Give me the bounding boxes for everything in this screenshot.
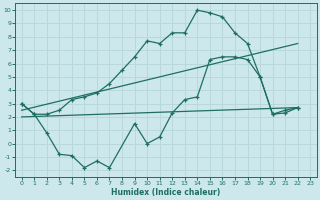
X-axis label: Humidex (Indice chaleur): Humidex (Indice chaleur) [111,188,220,197]
